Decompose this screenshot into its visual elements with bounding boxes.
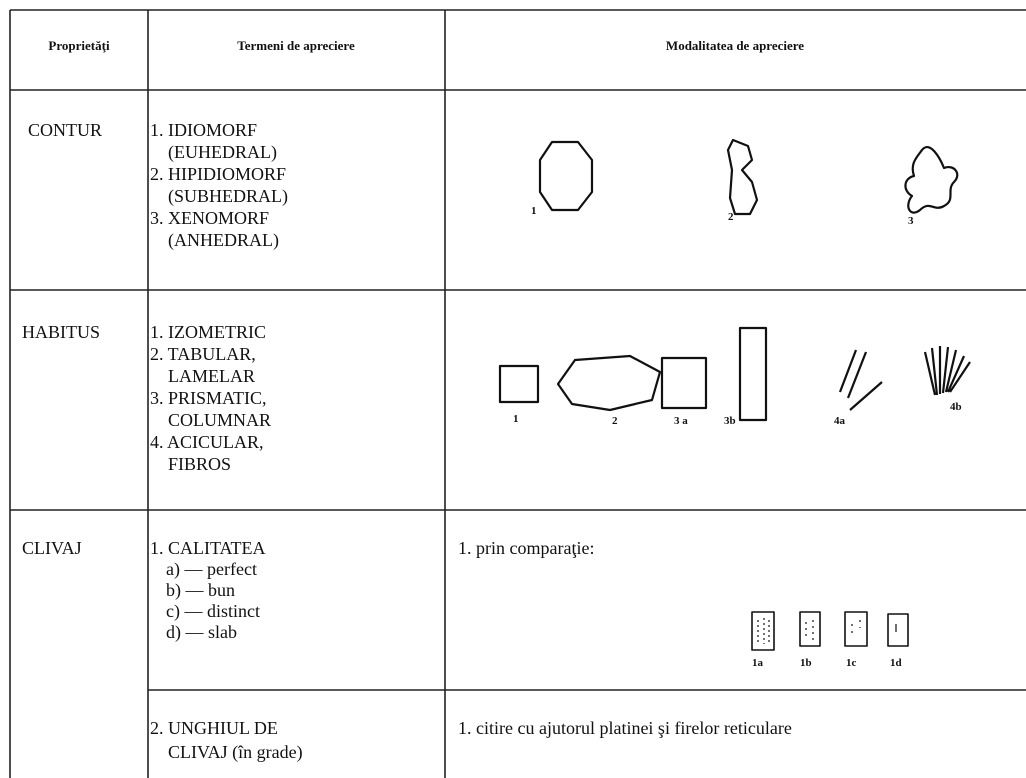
property: CLIVAJ <box>22 538 82 558</box>
figure-label: 4a <box>834 415 846 427</box>
method: 1. citire cu ajutorul platinei şi firelo… <box>458 718 792 738</box>
figure-label: 3 <box>908 215 914 227</box>
method: 1. prin comparaţie: <box>458 538 594 558</box>
figure-label: 4b <box>950 401 962 413</box>
header-cell: Proprietăţi <box>48 38 110 53</box>
term-line: COLUMNAR <box>168 410 271 430</box>
figure-label: 1 <box>513 413 519 425</box>
contur-figures: 1 2 3 <box>531 138 959 227</box>
property: HABITUS <box>22 322 100 342</box>
figure-label: 3b <box>724 415 736 427</box>
figure-label: 1a <box>752 657 764 669</box>
term-line: FIBROS <box>168 454 231 474</box>
figure-label: 1c <box>846 657 857 669</box>
term-line: LAMELAR <box>168 366 255 386</box>
figure-label: 2 <box>612 415 618 427</box>
figure-label: 1b <box>800 657 812 669</box>
figure-label: 2 <box>728 211 734 223</box>
term-line: a) — perfect <box>166 559 257 580</box>
table-rules <box>9 9 1026 778</box>
term-line: (ANHEDRAL) <box>168 230 279 251</box>
property: CONTUR <box>28 120 102 140</box>
term-line: b) — bun <box>166 580 235 601</box>
term-line: CLIVAJ (în grade) <box>168 742 303 763</box>
habitus-figures: 1 2 3 a 3b 4a 4b <box>498 326 971 427</box>
figure-label: 3 a <box>674 415 688 427</box>
figure-label: 1 <box>531 205 537 217</box>
term-line: (EUHEDRAL) <box>168 142 277 163</box>
term-line: 2. HIPIDIOMORF <box>150 164 286 184</box>
term-line: d) — slab <box>166 622 237 643</box>
term-line: 2. TABULAR, <box>150 344 256 364</box>
term-line: 1. IZOMETRIC <box>150 322 266 342</box>
clivaj-figures: 1a 1b 1c 1d <box>751 611 909 669</box>
header-cell: Modalitatea de apreciere <box>666 38 804 53</box>
header-cell: Termeni de apreciere <box>237 38 355 53</box>
figure-label: 1d <box>890 657 902 669</box>
term-line: 3. XENOMORF <box>150 208 269 228</box>
term-line: 1. CALITATEA <box>150 538 266 558</box>
term-line: 4. ACICULAR, <box>150 432 264 452</box>
term-line: c) — distinct <box>166 601 260 622</box>
term-line: 3. PRISMATIC, <box>150 388 267 408</box>
term-line: (SUBHEDRAL) <box>168 186 288 207</box>
term-line: 2. UNGHIUL DE <box>150 718 278 738</box>
term-line: 1. IDIOMORF <box>150 120 257 140</box>
